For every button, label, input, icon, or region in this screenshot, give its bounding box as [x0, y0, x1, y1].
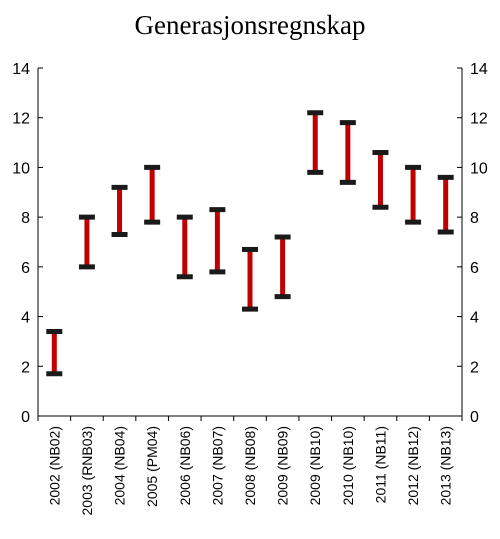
- y-tick-label-right: 4: [470, 310, 479, 327]
- x-tick-label: 2009 (NB10): [307, 426, 323, 505]
- x-tick-label: 2011 (NB11): [372, 426, 388, 503]
- y-tick-label-right: 12: [470, 111, 488, 128]
- x-tick-label: 2010 (NB10): [340, 426, 356, 505]
- y-tick-label-left: 6: [21, 260, 30, 277]
- y-tick-label-right: 0: [470, 409, 479, 426]
- x-tick-label: 2013 (NB13): [438, 426, 454, 505]
- y-tick-label-left: 8: [21, 210, 30, 227]
- x-tick-label: 2005 (PM04): [144, 426, 160, 507]
- x-tick-label: 2002 (NB02): [46, 426, 62, 505]
- y-tick-label-left: 14: [12, 61, 30, 78]
- chart-title: Generasjonsregnskap: [134, 10, 366, 40]
- x-tick-label: 2007 (NB07): [209, 426, 225, 505]
- y-tick-label-left: 0: [21, 409, 30, 426]
- x-tick-label: 2009 (NB09): [275, 426, 291, 505]
- y-tick-label-right: 14: [470, 61, 488, 78]
- y-tick-label-right: 6: [470, 260, 479, 277]
- x-tick-label: 2003 (RNB03): [79, 426, 95, 516]
- y-tick-label-right: 2: [470, 359, 479, 376]
- y-tick-label-left: 12: [12, 111, 30, 128]
- x-tick-label: 2012 (NB12): [405, 426, 421, 505]
- x-tick-label: 2008 (NB08): [242, 426, 258, 505]
- x-tick-label: 2004 (NB04): [112, 426, 128, 505]
- y-tick-label-left: 2: [21, 359, 30, 376]
- y-tick-label-left: 10: [12, 160, 30, 177]
- y-tick-label-left: 4: [21, 310, 30, 327]
- y-tick-label-right: 8: [470, 210, 479, 227]
- x-tick-label: 2006 (NB06): [177, 426, 193, 505]
- y-tick-label-right: 10: [470, 160, 488, 177]
